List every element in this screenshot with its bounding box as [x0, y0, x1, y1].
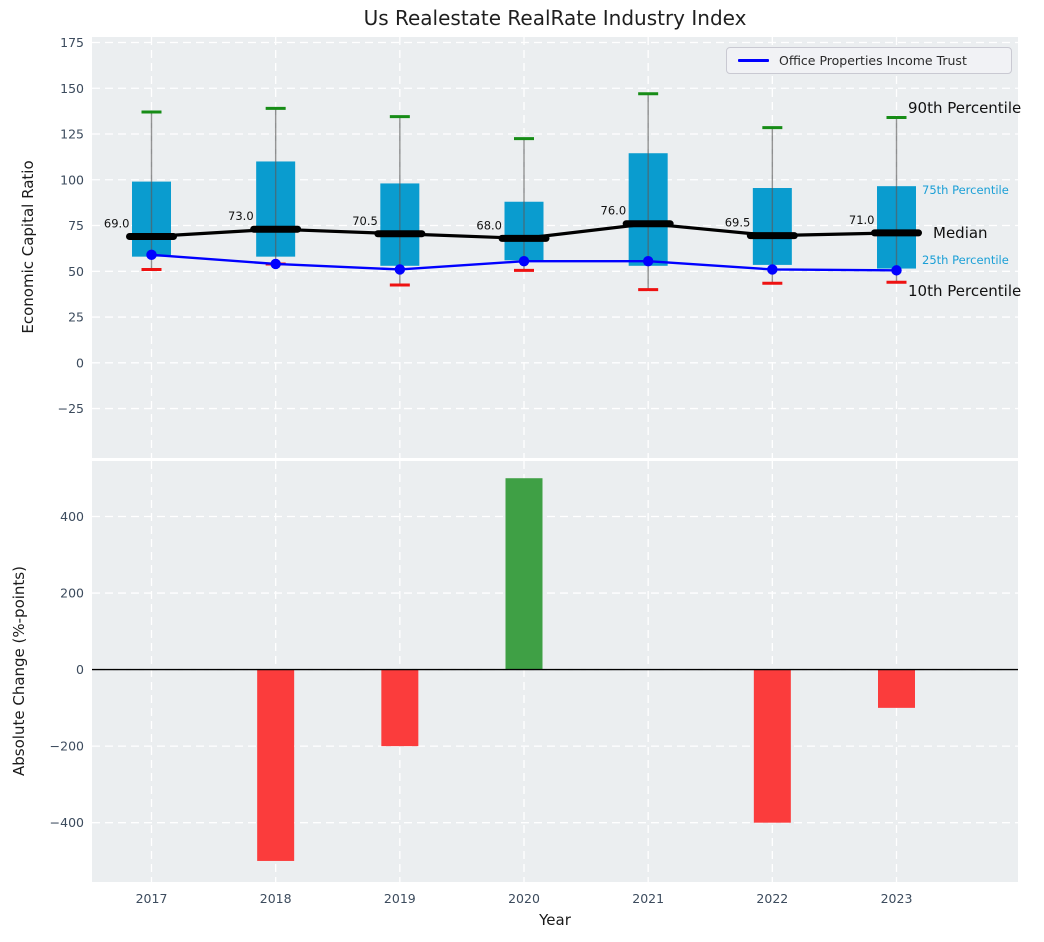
bottom-ytick--200: −200: [50, 739, 84, 754]
median-value-label-2017: 69.0: [104, 217, 130, 231]
xtick-2018: 2018: [260, 891, 292, 906]
top-ytick-25: 25: [68, 310, 84, 325]
top-y-axis-label: Economic Capital Ratio: [19, 160, 37, 334]
xtick-2022: 2022: [756, 891, 788, 906]
annotation-90th-percentile: 90th Percentile: [908, 99, 1022, 117]
legend-line-swatch: [738, 59, 769, 62]
xtick-2017: 2017: [136, 891, 168, 906]
top-ytick--25: −25: [58, 401, 84, 416]
median-value-label-2021: 76.0: [601, 204, 627, 218]
xtick-2023: 2023: [881, 891, 913, 906]
xtick-2021: 2021: [632, 891, 664, 906]
median-value-label-2020: 68.0: [476, 218, 502, 232]
top-ytick-175: 175: [60, 35, 84, 50]
top-plot-area: [92, 37, 1018, 458]
top-ytick-125: 125: [60, 127, 84, 142]
x-axis-label: Year: [539, 911, 571, 929]
change-bar-2019: [381, 669, 419, 747]
annotation-10th-percentile: 10th Percentile: [908, 282, 1022, 300]
bottom-plot-area: [92, 461, 1018, 882]
top-ytick-150: 150: [60, 81, 84, 96]
change-bar-2018: [257, 669, 295, 861]
annotation-75th-percentile: 75th Percentile: [922, 183, 1009, 197]
top-ytick-0: 0: [76, 355, 84, 370]
median-value-label-2023: 71.0: [849, 213, 875, 227]
chart-title: Us Realestate RealRate Industry Index: [363, 6, 747, 30]
company-dot-2021: [642, 256, 654, 267]
top-ytick-75: 75: [68, 218, 84, 233]
top-ytick-50: 50: [68, 264, 84, 279]
company-dot-2019: [394, 264, 406, 275]
bottom-ytick--400: −400: [50, 815, 84, 830]
company-dot-2020: [518, 256, 530, 267]
median-value-label-2022: 69.5: [725, 216, 751, 230]
annotation-median: Median: [933, 224, 988, 242]
xtick-2020: 2020: [508, 891, 540, 906]
company-dot-2023: [891, 265, 902, 276]
change-bar-2022: [753, 669, 791, 823]
median-value-label-2019: 70.5: [352, 214, 378, 228]
legend-label: Office Properties Income Trust: [779, 53, 967, 68]
bottom-y-axis-label: Absolute Change (%-points): [10, 566, 28, 776]
bottom-ytick-200: 200: [60, 586, 84, 601]
median-value-label-2018: 73.0: [228, 209, 254, 223]
change-bar-2020: [505, 478, 543, 670]
legend: Office Properties Income Trust: [726, 47, 1012, 74]
annotation-25th-percentile: 25th Percentile: [922, 253, 1009, 267]
company-dot-2022: [767, 264, 778, 275]
change-bar-2023: [878, 669, 916, 708]
xtick-2019: 2019: [384, 891, 416, 906]
top-ytick-100: 100: [60, 172, 84, 187]
bottom-ytick-400: 400: [60, 509, 84, 524]
company-dot-2018: [270, 258, 281, 270]
company-dot-2017: [146, 249, 157, 261]
bottom-ytick-0: 0: [76, 662, 84, 677]
